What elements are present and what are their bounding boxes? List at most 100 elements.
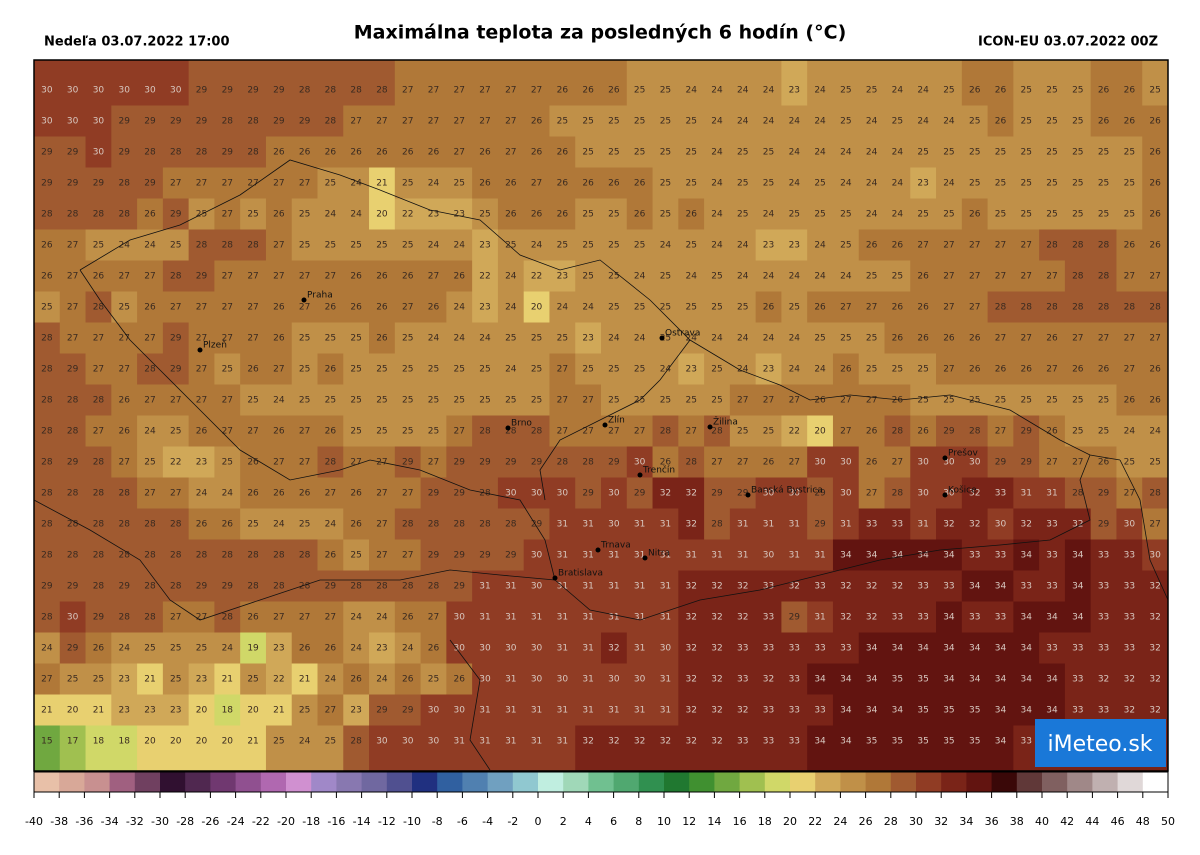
- temperature-value: 26: [1149, 241, 1161, 251]
- temperature-value: 30: [505, 489, 517, 499]
- temperature-cell: [317, 60, 344, 106]
- temperature-value: 29: [196, 86, 208, 96]
- temperature-value: 25: [917, 396, 928, 406]
- temperature-cell: [214, 384, 241, 416]
- temperature-value: 25: [1072, 179, 1083, 189]
- temperature-cell: [1090, 632, 1117, 664]
- temperature-value: 32: [737, 582, 748, 592]
- temperature-value: 31: [531, 706, 542, 716]
- temperature-value: 24: [660, 241, 672, 251]
- temperature-value: 28: [1072, 272, 1084, 282]
- temperature-value: 30: [118, 86, 130, 96]
- colorbar-swatch: [840, 772, 867, 792]
- temperature-cell: [214, 570, 241, 602]
- temperature-cell: [214, 694, 241, 726]
- temperature-cell: [1142, 570, 1169, 602]
- temperature-cell: [497, 60, 525, 106]
- temperature-cell: [601, 291, 628, 323]
- temperature-cell: [755, 260, 782, 292]
- temperature-cell: [291, 446, 318, 478]
- temperature-cell: [961, 570, 989, 602]
- temperature-value: 18: [222, 706, 234, 716]
- temperature-value: 26: [299, 148, 311, 158]
- temperature-cell: [1064, 570, 1092, 602]
- temperature-cell: [1090, 384, 1117, 416]
- colorbar-swatch: [210, 772, 237, 792]
- temperature-value: 27: [41, 675, 52, 685]
- temperature-cell: [1142, 446, 1169, 478]
- temperature-cell: [652, 415, 679, 447]
- temperature-cell: [214, 632, 241, 664]
- temperature-value: 26: [608, 179, 620, 189]
- temperature-cell: [575, 632, 602, 664]
- temperature-value: 25: [1072, 427, 1083, 437]
- temperature-value: 28: [67, 210, 79, 220]
- temperature-cell: [549, 601, 576, 633]
- temperature-cell: [1013, 291, 1040, 323]
- temperature-value: 30: [608, 675, 620, 685]
- temperature-cell: [137, 136, 164, 168]
- temperature-value: 24: [273, 396, 285, 406]
- temperature-cell: [729, 508, 757, 540]
- temperature-value: 27: [454, 148, 465, 158]
- temperature-value: 31: [479, 582, 490, 592]
- temperature-value: 32: [634, 737, 645, 747]
- temperature-cell: [369, 105, 396, 137]
- temperature-cell: [343, 415, 370, 447]
- temperature-value: 26: [402, 675, 414, 685]
- temperature-value: 25: [582, 117, 593, 127]
- temperature-value: 24: [685, 272, 697, 282]
- temperature-cell: [446, 477, 473, 509]
- temperature-cell: [472, 384, 499, 416]
- temperature-cell: [472, 570, 499, 602]
- temperature-value: 27: [1046, 272, 1057, 282]
- temperature-value: 25: [1046, 148, 1057, 158]
- temperature-cell: [575, 694, 602, 726]
- temperature-cell: [420, 725, 447, 772]
- temperature-cell: [162, 508, 190, 540]
- temperature-value: 27: [763, 396, 774, 406]
- temperature-cell: [936, 539, 963, 571]
- temperature-cell: [626, 291, 654, 323]
- temperature-value: 26: [93, 644, 105, 654]
- temperature-cell: [652, 229, 679, 261]
- temperature-value: 21: [222, 675, 233, 685]
- temperature-value: 27: [969, 303, 980, 313]
- temperature-value: 25: [350, 551, 361, 561]
- temperature-value: 28: [402, 582, 414, 592]
- temperature-cell: [137, 384, 164, 416]
- temperature-cell: [961, 725, 989, 772]
- temperature-cell: [910, 446, 937, 478]
- temperature-value: 27: [995, 272, 1006, 282]
- temperature-value: 32: [1149, 706, 1160, 716]
- temperature-cell: [137, 167, 164, 199]
- temperature-value: 32: [711, 737, 722, 747]
- temperature-cell: [240, 167, 267, 199]
- temperature-value: 18: [93, 737, 105, 747]
- temperature-value: 33: [995, 613, 1006, 623]
- temperature-value: 27: [995, 427, 1006, 437]
- temperature-value: 26: [917, 334, 929, 344]
- temperature-value: 33: [737, 737, 748, 747]
- temperature-value: 33: [969, 613, 980, 623]
- temperature-value: 29: [325, 582, 337, 592]
- temperature-value: 24: [892, 86, 904, 96]
- temperature-cell: [137, 508, 164, 540]
- temperature-cell: [240, 446, 267, 478]
- temperature-cell: [343, 136, 370, 168]
- temperature-value: 27: [917, 241, 928, 251]
- temperature-cell: [1116, 539, 1143, 571]
- temperature-cell: [34, 291, 61, 323]
- temperature-value: 29: [376, 706, 388, 716]
- temperature-value: 24: [376, 675, 388, 685]
- temperature-cell: [523, 477, 550, 509]
- temperature-value: 29: [67, 365, 79, 375]
- temperature-cell: [575, 136, 602, 168]
- temperature-cell: [446, 694, 473, 726]
- temperature-cell: [961, 663, 989, 695]
- temperature-value: 25: [943, 148, 954, 158]
- temperature-cell: [497, 167, 525, 199]
- temperature-value: 34: [1021, 551, 1033, 561]
- temperature-value: 26: [531, 148, 543, 158]
- temperature-value: 27: [376, 520, 387, 530]
